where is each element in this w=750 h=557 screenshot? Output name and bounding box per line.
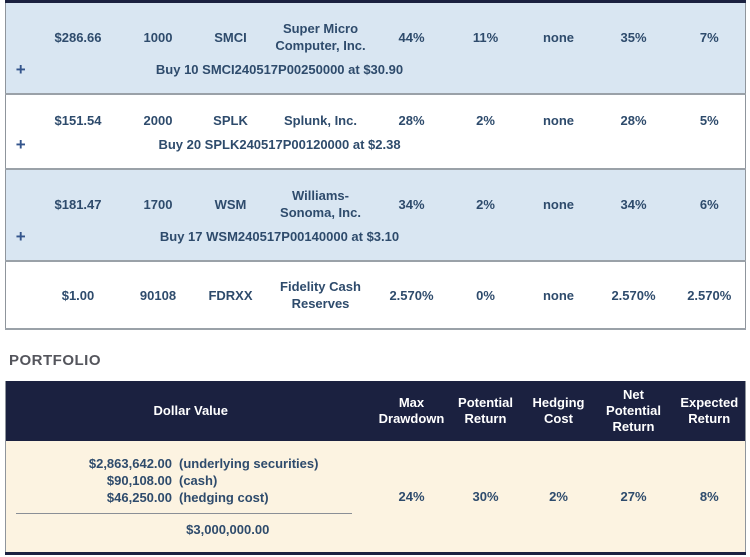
security-name-cell: Fidelity Cash Reserves [280,279,361,311]
portfolio-header-row: Dollar Value Max Drawdown Potential Retu… [5,381,746,441]
portfolio-total-value: $3,000,000.00 [186,521,270,537]
expand-cell [6,261,36,329]
portfolio-net-potential-return: 27% [593,441,674,553]
column-header-expected-return: Expected Return [673,381,746,441]
spacer-cell [524,134,746,169]
shares-cell: 1700 [143,196,173,212]
breakdown-amount: $2,863,642.00 [88,455,172,471]
table-row: $181.47 1700 WSM Williams-Sonoma, Inc. 3… [6,169,746,226]
portfolio-expected-return: 8% [673,441,746,553]
expected-return-cell: 6% [699,196,719,212]
dollar-value-breakdown: $2,863,642.00 (underlying securities) $9… [5,441,376,553]
ticker-cell: WSM [214,196,247,212]
spacer-cell [524,226,746,261]
price-cell: $286.66 [54,29,102,45]
max-drawdown-cell: 44% [398,29,425,45]
column-header-hedging-cost: Hedging Cost [523,381,594,441]
net-potential-return-cell: 34% [620,196,647,212]
portfolio-hedging-cost: 2% [523,441,594,553]
max-drawdown-cell: 28% [398,113,425,128]
expected-return-cell: 2.570% [687,287,732,303]
sum-divider-line [16,512,352,514]
expected-return-cell: 5% [699,113,719,128]
table-row: $286.66 1000 SMCI Super Micro Computer, … [6,2,746,60]
breakdown-line-cash: $90,108.00 (cash) [6,472,376,489]
security-name-cell: Splunk, Inc. [284,113,357,128]
max-drawdown-cell: 34% [398,196,425,212]
shares-cell: 2000 [143,113,173,128]
expand-plus-button[interactable]: + [15,227,26,246]
shares-cell: 90108 [139,287,177,303]
portfolio-summary-row: $2,863,642.00 (underlying securities) $9… [5,441,746,553]
max-drawdown-cell: 2.570% [389,287,434,303]
net-potential-return-cell: 35% [620,29,647,45]
position-row-fdrxx: $1.00 90108 FDRXX Fidelity Cash Reserves… [5,261,746,329]
spacer-cell [524,59,746,94]
column-header-max-drawdown: Max Drawdown [375,381,448,441]
potential-return-cell: 11% [472,29,499,45]
potential-return-cell: 2% [476,196,495,212]
hedging-cost-cell: none [542,113,575,128]
net-potential-return-cell: 2.570% [611,287,656,303]
column-header-potential-return: Potential Return [447,381,524,441]
potential-return-cell: 2% [476,113,495,128]
table-row: $151.54 2000 SPLK Splunk, Inc. 28% 2% no… [6,94,746,134]
position-row-smci: $286.66 1000 SMCI Super Micro Computer, … [5,1,746,94]
hedge-trade-row: + Buy 20 SPLK240517P00120000 at $2.38 [6,134,746,169]
expand-cell [6,169,36,226]
expand-plus-button[interactable]: + [15,60,26,79]
ticker-cell: SMCI [214,29,247,45]
breakdown-line-hedging-cost: $46,250.00 (hedging cost) [6,489,376,506]
hedge-trade-row: + Buy 10 SMCI240517P00250000 at $30.90 [6,59,746,94]
security-name-cell: Williams-Sonoma, Inc. [280,188,361,220]
breakdown-amount: $90,108.00 [106,472,172,488]
breakdown-label: (cash) [179,472,218,488]
hedge-trade-text: Buy 20 SPLK240517P00120000 at $2.38 [158,137,401,152]
hedging-cost-cell: none [542,196,575,212]
table-row: $1.00 90108 FDRXX Fidelity Cash Reserves… [6,261,746,329]
position-row-splk: $151.54 2000 SPLK Splunk, Inc. 28% 2% no… [5,94,746,169]
hedge-trade-text: Buy 17 WSM240517P00140000 at $3.10 [159,229,400,244]
column-header-dollar-value: Dollar Value [5,381,376,441]
net-potential-return-cell: 28% [620,113,647,128]
expand-cell [6,2,36,60]
portfolio-potential-return: 30% [447,441,524,553]
expected-return-cell: 7% [699,29,719,45]
shares-cell: 1000 [143,29,173,45]
ticker-cell: FDRXX [208,287,253,303]
potential-return-cell: 0% [476,287,495,303]
hedge-trade-row: + Buy 17 WSM240517P00140000 at $3.10 [6,226,746,261]
hedge-trade-text: Buy 10 SMCI240517P00250000 at $30.90 [155,62,404,77]
price-cell: $151.54 [54,113,102,128]
expand-cell [6,94,36,134]
portfolio-max-drawdown: 24% [375,441,448,553]
hedging-cost-cell: none [542,287,575,303]
portfolio-summary-table: Dollar Value Max Drawdown Potential Retu… [5,381,746,555]
positions-table: $286.66 1000 SMCI Super Micro Computer, … [5,0,746,330]
ticker-cell: SPLK [213,113,248,128]
portfolio-section-heading: PORTFOLIO [9,352,101,369]
price-cell: $181.47 [54,196,102,212]
column-header-net-potential-return: Net Potential Return [593,381,674,441]
expand-plus-button[interactable]: + [15,135,26,154]
breakdown-line-underlying: $2,863,642.00 (underlying securities) [6,455,376,472]
security-name-cell: Super Micro Computer, Inc. [275,21,366,53]
position-row-wsm: $181.47 1700 WSM Williams-Sonoma, Inc. 3… [5,169,746,261]
breakdown-label: (underlying securities) [179,455,319,471]
hedging-cost-cell: none [542,29,575,45]
breakdown-label: (hedging cost) [179,489,269,505]
price-cell: $1.00 [61,287,95,303]
breakdown-amount: $46,250.00 [106,489,172,505]
